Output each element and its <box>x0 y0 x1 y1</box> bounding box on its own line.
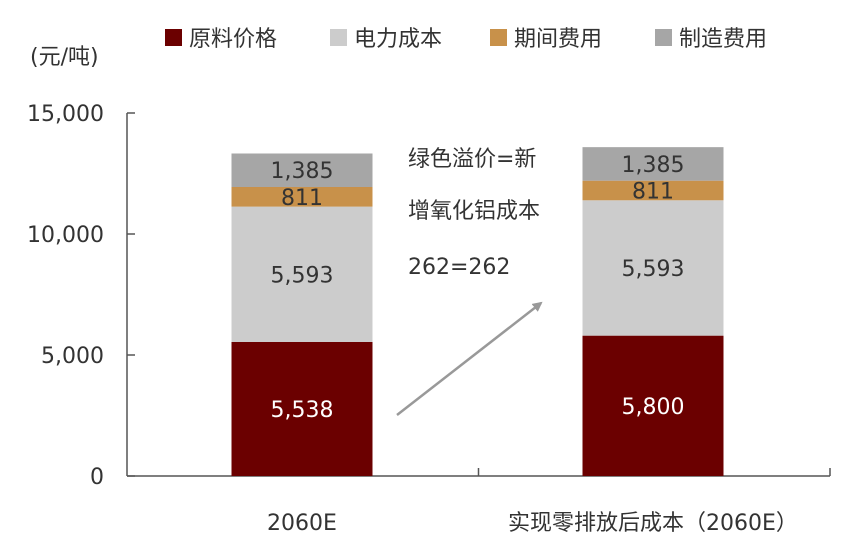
x-category-label: 实现零排放后成本（2060E） <box>508 511 798 536</box>
bar-segment <box>582 147 724 181</box>
axes: 0 5,000 10,000 15,000 2060E 实现零排放后成本（2060E） <box>27 102 831 536</box>
annotation-arrow <box>396 301 543 416</box>
data-label: 1,385 <box>271 159 334 184</box>
y-tick-label: 10,000 <box>27 223 104 248</box>
y-unit-label: (元/吨) <box>30 45 99 70</box>
legend: 原料价格 电力成本 期间费用 制造费用 <box>165 27 767 52</box>
y-tick-label: 15,000 <box>27 102 104 127</box>
annotation-text: 262=262 <box>408 255 510 280</box>
data-label: 5,800 <box>622 395 685 420</box>
data-label: 1,385 <box>622 153 685 178</box>
data-label: 5,593 <box>622 257 685 282</box>
data-label: 5,593 <box>271 263 334 288</box>
bar-segment <box>582 335 724 476</box>
y-tick-label: 5,000 <box>41 344 104 369</box>
legend-swatch <box>490 29 507 46</box>
data-label: 5,538 <box>271 398 334 423</box>
bar-segment <box>582 200 724 336</box>
y-tick-label: 0 <box>90 465 104 490</box>
bar-segment <box>582 180 724 201</box>
data-label: 811 <box>632 179 674 204</box>
annotation-text: 增氧化铝成本 <box>408 199 540 224</box>
x-category-label: 2060E <box>267 511 337 536</box>
legend-swatch <box>165 29 182 46</box>
legend-label: 电力成本 <box>354 27 442 52</box>
legend-label: 原料价格 <box>189 27 277 52</box>
legend-swatch <box>330 29 347 46</box>
data-label: 811 <box>281 186 323 211</box>
bar-segment <box>231 206 373 342</box>
annotation-text: 绿色溢价=新 <box>408 147 536 172</box>
legend-swatch <box>655 29 672 46</box>
bar-segment <box>231 153 373 188</box>
legend-label: 制造费用 <box>679 27 767 52</box>
bar-segment <box>231 341 373 476</box>
legend-label: 期间费用 <box>514 27 602 52</box>
bar-segment <box>231 187 373 207</box>
